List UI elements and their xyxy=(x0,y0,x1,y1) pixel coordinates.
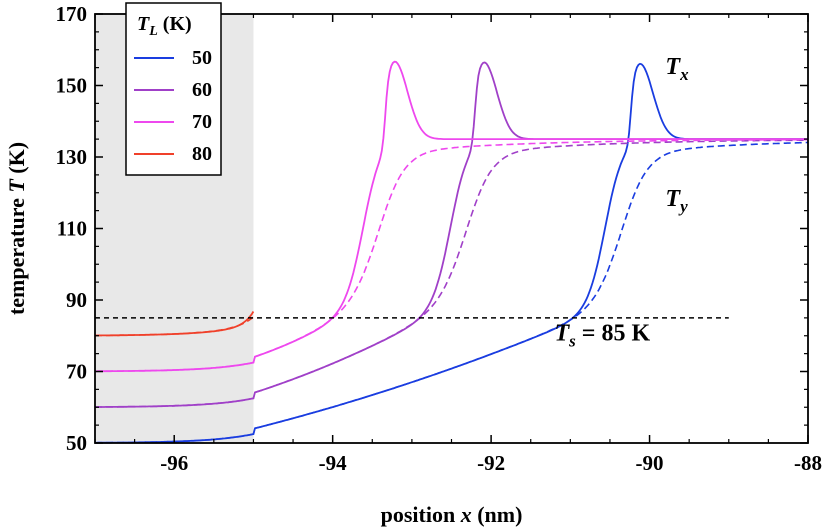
y-tick-label: 130 xyxy=(56,145,88,169)
y-tick-label: 90 xyxy=(66,288,87,312)
x-tick-label: -90 xyxy=(636,451,664,475)
x-tick-label: -94 xyxy=(319,451,347,475)
annotation-ty: Ty xyxy=(665,186,688,216)
series-80-tx-line xyxy=(95,311,255,337)
series-layer xyxy=(95,60,808,444)
axis-ticks: -96 -94 -92 -90 -88 50 70 90 110 130 150 170 xyxy=(56,2,823,475)
series-60-ty-line xyxy=(95,139,808,408)
y-tick-label: 170 xyxy=(56,2,88,26)
threshold-label: Ts = 85 K xyxy=(554,320,650,350)
legend-title: TL (K) xyxy=(137,13,192,39)
legend-label-80: 80 xyxy=(192,143,212,165)
legend-label-60: 60 xyxy=(192,79,212,101)
x-tick-label: -88 xyxy=(794,451,822,475)
legend: TL (K) 50 60 70 80 xyxy=(125,2,222,176)
y-tick-label: 110 xyxy=(57,217,87,241)
x-axis-label: position x (nm) xyxy=(381,502,523,527)
series-70-ty-line xyxy=(95,138,808,373)
y-tick-label: 150 xyxy=(56,74,88,98)
x-tick-label: -96 xyxy=(160,451,188,475)
legend-label-70: 70 xyxy=(192,111,212,133)
annotation-tx: Tx xyxy=(665,54,689,84)
y-axis-label: temperature T (K) xyxy=(4,142,29,315)
legend-label-50: 50 xyxy=(192,47,212,69)
series-70-tx-line xyxy=(95,60,808,373)
y-tick-label: 50 xyxy=(66,431,87,455)
y-tick-label: 70 xyxy=(66,360,87,384)
x-tick-label: -92 xyxy=(477,451,505,475)
series-50-ty-line xyxy=(95,141,808,444)
